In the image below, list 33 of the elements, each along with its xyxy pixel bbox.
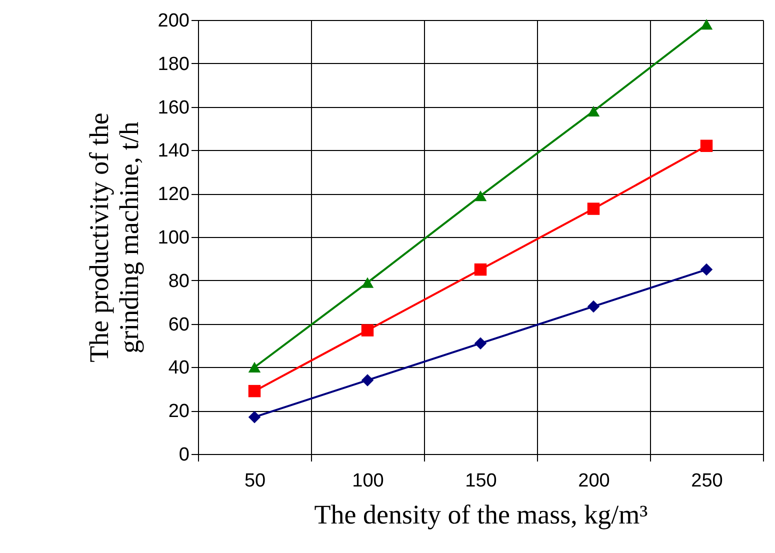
point bbox=[700, 19, 713, 30]
point bbox=[587, 106, 600, 116]
y-tick-label: 0 bbox=[178, 444, 190, 466]
y-tick-label: 100 bbox=[158, 228, 190, 248]
y-tick-label: 140 bbox=[158, 140, 190, 162]
point bbox=[700, 140, 713, 152]
y-tick-label: 80 bbox=[168, 270, 190, 292]
y-tick-label: 160 bbox=[158, 97, 190, 118]
y-axis-title: The productivity of the grinding machine, t/h bbox=[84, 112, 144, 362]
x-tick-label: 250 bbox=[691, 470, 723, 492]
point bbox=[361, 374, 374, 386]
y-tick-label: 200 bbox=[158, 10, 190, 32]
point bbox=[700, 263, 713, 276]
x-tick-label: 50 bbox=[244, 470, 266, 492]
point bbox=[361, 277, 374, 288]
x-axis-title: The density of the mass, kg/m³ bbox=[314, 500, 648, 530]
point bbox=[361, 324, 374, 336]
y-tick-label: 120 bbox=[158, 184, 190, 206]
point bbox=[474, 190, 487, 202]
point bbox=[587, 202, 600, 215]
x-tick-label: 200 bbox=[578, 470, 610, 492]
point bbox=[587, 300, 600, 313]
point bbox=[248, 410, 261, 424]
point bbox=[248, 362, 261, 373]
point bbox=[248, 384, 261, 398]
y-tick-label: 180 bbox=[158, 54, 190, 75]
y-tick-label: 20 bbox=[168, 401, 190, 422]
y-tick-label: 60 bbox=[168, 314, 190, 336]
point bbox=[474, 263, 487, 276]
x-tick-label: 150 bbox=[465, 470, 497, 492]
point bbox=[474, 337, 487, 350]
y-tick-label: 40 bbox=[168, 358, 190, 379]
x-tick-label: 100 bbox=[352, 470, 384, 492]
